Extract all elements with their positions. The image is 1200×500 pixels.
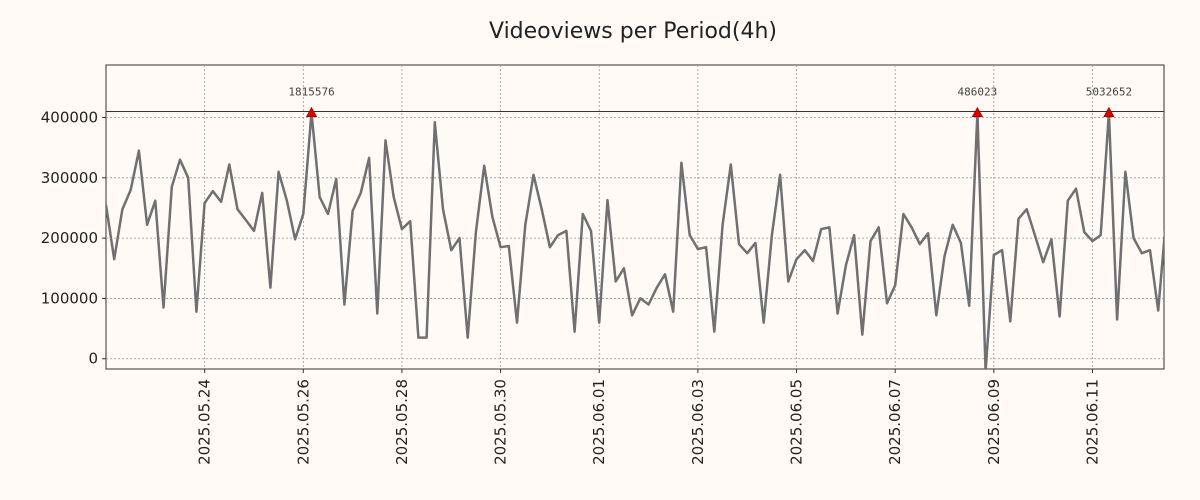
peak-markers: 1815576 486023 5032652 [288, 86, 1132, 118]
y-tick-label: 200000 [41, 229, 98, 247]
x-tick-label: 2025.05.30 [492, 379, 510, 465]
y-tick-label: 300000 [41, 169, 98, 187]
y-tick-label: 400000 [41, 108, 98, 126]
y-tick-label: 0 [88, 350, 98, 368]
x-tick-label: 2025.06.11 [1083, 379, 1101, 465]
peak-marker [305, 106, 318, 118]
peak-marker [1103, 106, 1115, 118]
x-tick-label: 2025.06.03 [689, 379, 707, 465]
x-tick-label: 2025.05.24 [196, 379, 214, 465]
series-group [106, 111, 1164, 369]
peak-annotation: 1815576 [288, 86, 334, 99]
x-tick-label: 2025.06.09 [985, 379, 1003, 465]
y-axis: 0 100000 200000 300000 400000 [41, 108, 106, 368]
series-line [106, 111, 1164, 369]
peak-annotation: 5032652 [1086, 86, 1132, 99]
x-tick-label: 2025.05.26 [294, 379, 312, 465]
peak-marker [971, 106, 984, 118]
x-tick-label: 2025.05.28 [393, 379, 411, 465]
x-tick-label: 2025.06.07 [886, 379, 904, 465]
x-tick-label: 2025.06.05 [788, 379, 806, 465]
peak-annotation: 486023 [958, 86, 998, 99]
chart-title: Videoviews per Period(4h) [489, 19, 777, 44]
x-axis: 2025.05.24 2025.05.26 2025.05.28 2025.05.30… [196, 369, 1101, 465]
x-tick-label: 2025.06.01 [590, 379, 608, 465]
y-tick-label: 100000 [41, 289, 98, 307]
plot-area [105, 64, 1165, 370]
